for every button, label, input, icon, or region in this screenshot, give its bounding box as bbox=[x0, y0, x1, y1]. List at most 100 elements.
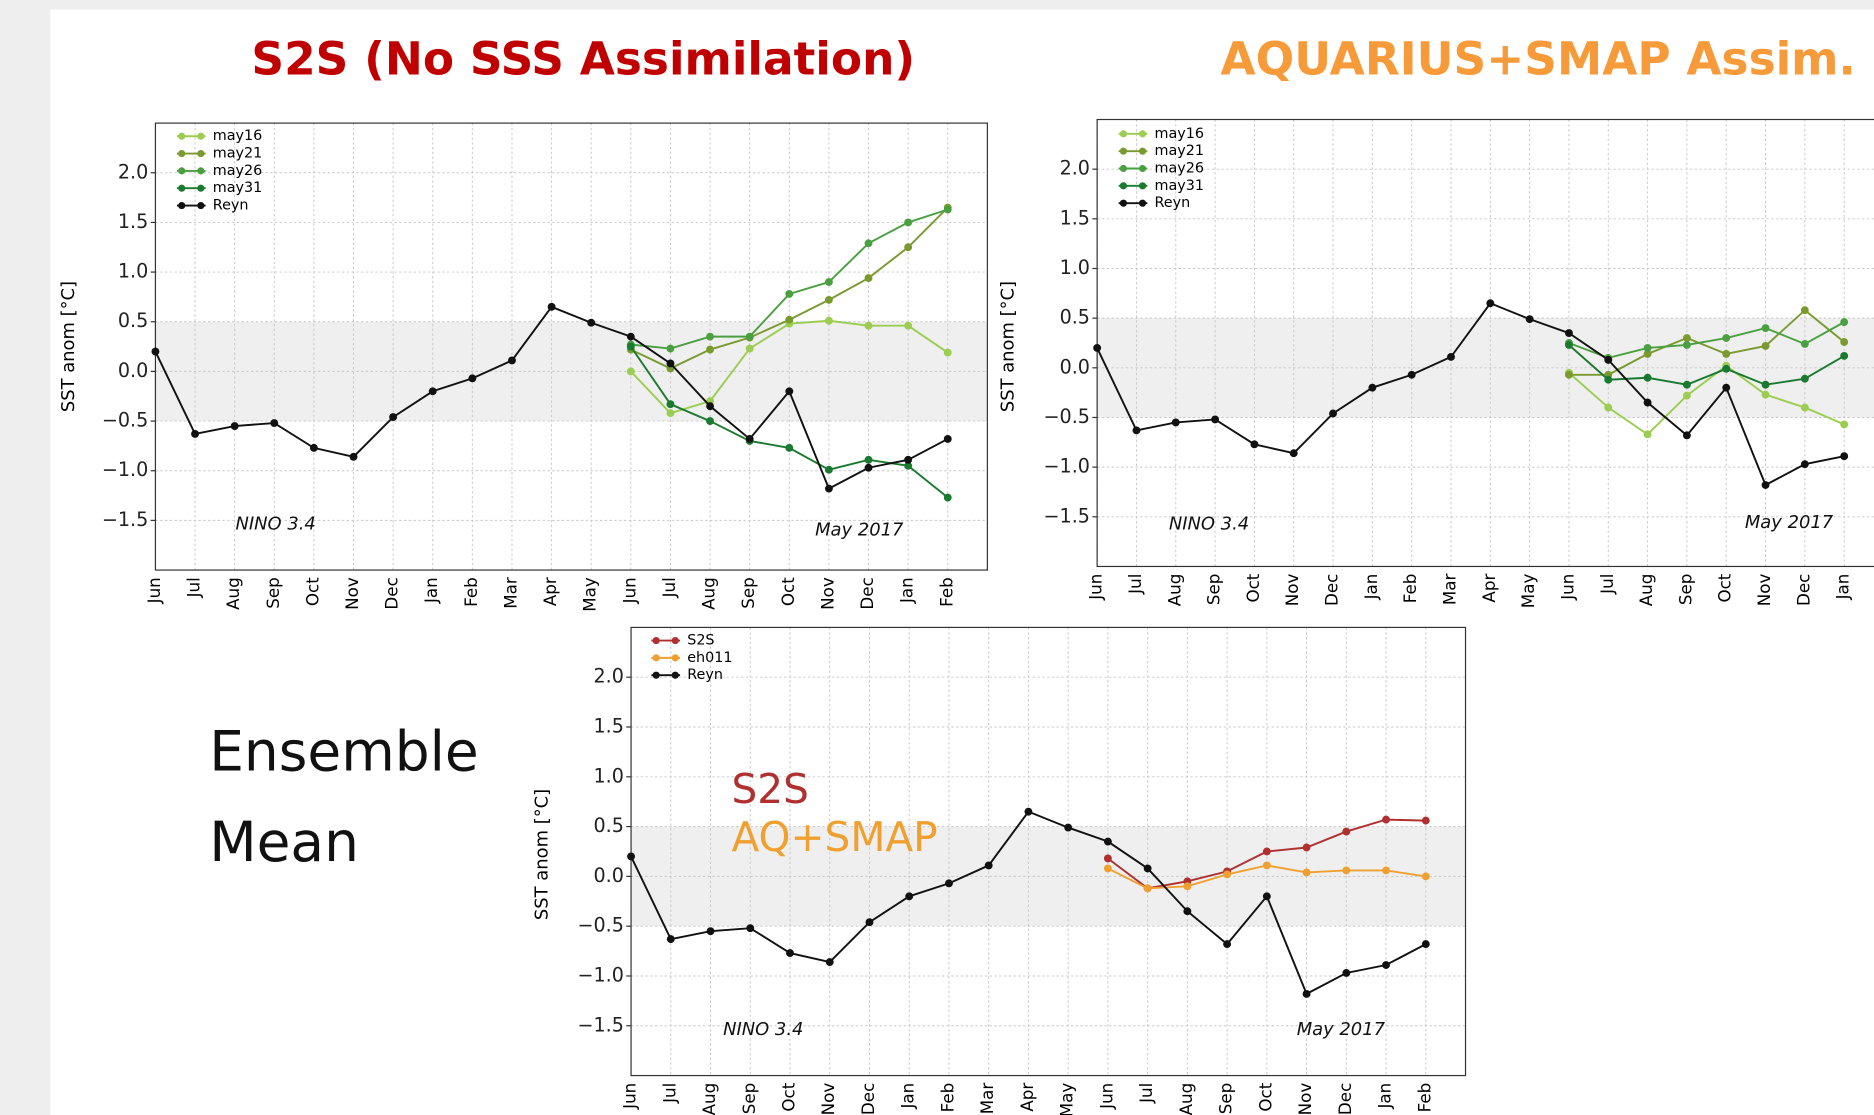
y-tick-label: −1.0 bbox=[1044, 455, 1090, 478]
chart-title: AQUARIUS+SMAP Assim. bbox=[1220, 33, 1855, 86]
legend-dot bbox=[671, 636, 679, 645]
x-tick-label: Dec bbox=[382, 577, 402, 609]
y-tick-label: −1.5 bbox=[577, 1013, 623, 1036]
data-point bbox=[905, 892, 914, 901]
y-tick-label: −1.5 bbox=[1044, 504, 1090, 527]
data-point bbox=[1289, 449, 1298, 458]
data-point bbox=[1143, 864, 1152, 873]
data-point bbox=[666, 935, 675, 944]
x-tick-label: Jun bbox=[619, 577, 639, 604]
x-tick-label: Oct bbox=[1255, 1082, 1275, 1111]
y-axis-label: SST anom [°C] bbox=[531, 789, 552, 920]
data-point bbox=[706, 332, 714, 341]
legend-label: may21 bbox=[1155, 143, 1204, 159]
data-point bbox=[745, 434, 754, 443]
data-point bbox=[1329, 409, 1337, 418]
legend-dot bbox=[197, 149, 205, 158]
data-point bbox=[1761, 481, 1770, 489]
x-tick-label: Sep bbox=[1675, 574, 1695, 606]
legend-label: may31 bbox=[1155, 178, 1204, 194]
data-point bbox=[626, 367, 635, 376]
legend-label: may26 bbox=[1155, 161, 1204, 177]
data-point bbox=[943, 434, 952, 443]
data-point bbox=[1262, 861, 1271, 870]
legend-dot bbox=[178, 167, 186, 175]
legend-dot bbox=[1138, 164, 1147, 173]
series-line bbox=[1568, 321, 1845, 359]
data-point bbox=[1132, 426, 1141, 435]
annotation: S2S bbox=[731, 765, 808, 813]
data-point bbox=[1211, 415, 1220, 424]
legend-dot bbox=[1119, 130, 1128, 138]
data-point bbox=[1250, 440, 1259, 449]
data-point bbox=[1840, 351, 1849, 360]
x-tick-label: Jul bbox=[659, 577, 679, 598]
x-tick-label: Jun bbox=[620, 1083, 640, 1110]
data-point bbox=[746, 924, 755, 933]
data-point bbox=[626, 332, 635, 341]
x-tick-label: Dec bbox=[1335, 1083, 1355, 1115]
legend-dot bbox=[1119, 182, 1128, 190]
data-point bbox=[1722, 349, 1731, 358]
annotation: AQ+SMAP bbox=[731, 813, 937, 861]
data-point bbox=[1421, 940, 1430, 949]
data-point bbox=[1840, 452, 1849, 461]
plot-frame bbox=[154, 122, 988, 571]
y-tick-label: 1.0 bbox=[594, 764, 624, 787]
x-tick-label: Jun bbox=[1086, 574, 1106, 601]
data-point bbox=[1183, 882, 1192, 891]
legend-label: Reyn bbox=[213, 198, 249, 214]
data-point bbox=[984, 861, 993, 870]
x-tick-label: Jul bbox=[1136, 1083, 1156, 1104]
x-tick-label: Nov bbox=[817, 577, 837, 610]
legend-dot bbox=[652, 671, 660, 679]
x-tick-label: May bbox=[1057, 1083, 1077, 1115]
data-point bbox=[864, 455, 873, 464]
data-point bbox=[191, 430, 199, 438]
data-point bbox=[666, 409, 675, 418]
x-tick-label: Oct bbox=[1243, 573, 1263, 602]
x-tick-label: Jan bbox=[1375, 1083, 1395, 1110]
data-point bbox=[1722, 334, 1731, 342]
data-point bbox=[706, 345, 714, 354]
data-point bbox=[1024, 807, 1033, 816]
y-tick-label: 1.0 bbox=[1060, 256, 1090, 279]
x-tick-label: May bbox=[1518, 574, 1538, 609]
x-tick-label: Sep bbox=[739, 1083, 759, 1115]
data-point bbox=[824, 465, 833, 474]
x-tick-label: Nov bbox=[818, 1083, 838, 1115]
data-point bbox=[1604, 355, 1613, 364]
y-tick-label: 1.5 bbox=[594, 715, 624, 738]
x-tick-label: Jun bbox=[144, 577, 164, 604]
data-point bbox=[943, 493, 952, 502]
legend-dot bbox=[197, 167, 205, 175]
series-line bbox=[1096, 302, 1845, 487]
y-tick-label: 1.5 bbox=[1060, 206, 1090, 229]
x-tick-label: Aug bbox=[699, 1083, 719, 1115]
x-tick-label: Feb bbox=[937, 1083, 957, 1113]
annotation: May 2017 bbox=[815, 519, 904, 540]
x-tick-label: Jul bbox=[659, 1083, 679, 1104]
data-point bbox=[1103, 864, 1112, 873]
data-point bbox=[943, 205, 952, 214]
data-point bbox=[626, 342, 635, 351]
y-tick-label: 1.0 bbox=[118, 260, 148, 283]
data-point bbox=[1486, 299, 1495, 308]
data-point bbox=[270, 419, 279, 427]
chart: Jun Jul Aug Sep Oct Nov Dec Jan Feb Mar Apr May Jun J… bbox=[997, 33, 1874, 609]
data-point bbox=[666, 359, 675, 368]
data-point bbox=[824, 278, 833, 286]
x-tick-label: Feb bbox=[936, 577, 956, 607]
data-point bbox=[1761, 380, 1770, 389]
data-point bbox=[666, 344, 675, 353]
legend-dot bbox=[178, 132, 186, 140]
chart: Jun Jul Aug Sep Oct Nov Dec Jan Feb Mar Apr May Jun J… bbox=[58, 33, 988, 612]
data-point bbox=[825, 958, 834, 966]
data-point bbox=[1342, 969, 1351, 977]
y-tick-label: 0.0 bbox=[594, 864, 624, 887]
data-point bbox=[1525, 315, 1534, 324]
data-point bbox=[1800, 403, 1809, 412]
annotation: NINO 3.4 bbox=[1169, 513, 1249, 534]
x-tick-label: Sep bbox=[1204, 574, 1224, 606]
data-point bbox=[864, 321, 873, 330]
